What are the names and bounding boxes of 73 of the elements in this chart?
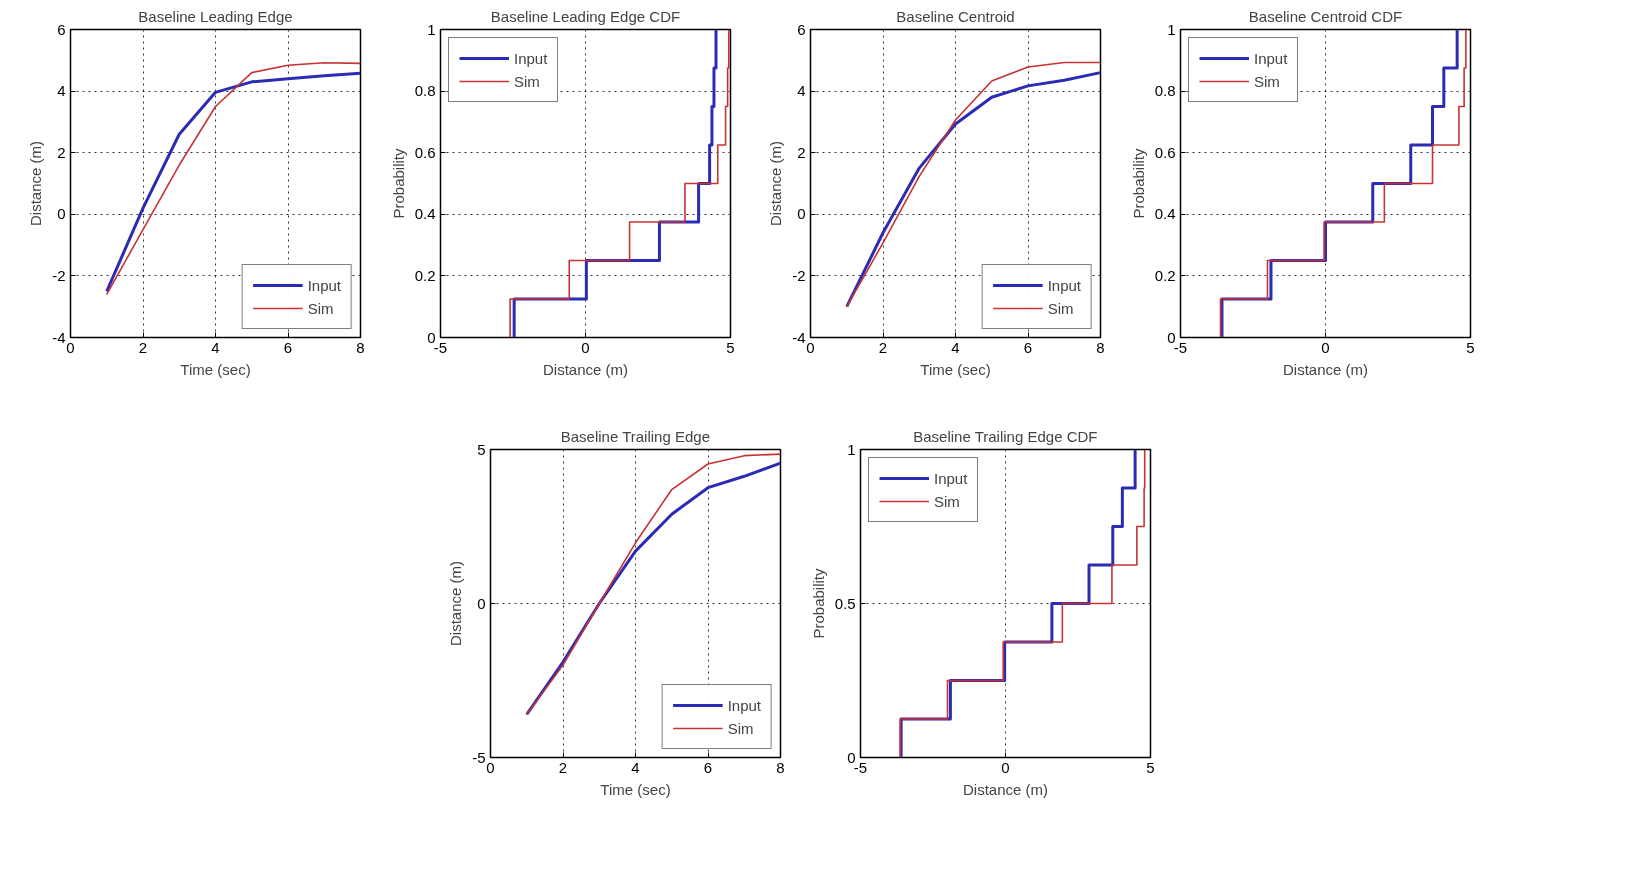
y-tick-label: 1 — [1167, 20, 1176, 38]
y-tick-label: 0.2 — [414, 266, 436, 284]
x-axis-title: Distance (m) — [542, 360, 629, 378]
y-axis-title: Distance (m) — [27, 140, 45, 227]
y-tick-label: 0.6 — [1154, 143, 1176, 161]
x-tick-label: 2 — [558, 758, 568, 776]
chart-title: Baseline Centroid CDF — [1248, 7, 1403, 25]
y-tick-label: 5 — [477, 440, 486, 458]
chart-title: Baseline Trailing Edge CDF — [913, 427, 1098, 445]
y-axis-title: Probability — [809, 567, 827, 639]
legend-label: Input — [934, 469, 968, 487]
x-axis-title: Distance (m) — [1282, 360, 1369, 378]
legend-label: Sim — [934, 492, 960, 510]
x-tick-label: 6 — [283, 338, 293, 356]
y-tick-label: 0 — [797, 205, 806, 223]
x-tick-label: 2 — [138, 338, 148, 356]
y-tick-label: 0.8 — [1154, 82, 1176, 100]
y-tick-label: 0.4 — [1154, 205, 1176, 223]
x-tick-label: 8 — [1096, 338, 1105, 356]
legend-label: Input — [1047, 276, 1081, 294]
x-tick-label: 0 — [1321, 338, 1330, 356]
y-tick-label: 0 — [477, 594, 486, 612]
legend-label: Sim — [727, 719, 754, 737]
legend-label: Sim — [1254, 72, 1280, 90]
y-tick-label: 0.4 — [414, 205, 436, 223]
chart-title: Baseline Centroid — [896, 7, 1015, 25]
x-tick-label: 0 — [581, 338, 590, 356]
y-tick-label: 0.5 — [834, 594, 856, 612]
y-tick-label: 0.2 — [1154, 266, 1176, 284]
y-tick-label: -4 — [52, 328, 66, 346]
x-tick-label: 4 — [631, 758, 640, 776]
x-tick-label: 6 — [1023, 338, 1033, 356]
x-tick-label: 6 — [703, 758, 713, 776]
y-axis-title: Probability — [389, 147, 407, 219]
legend-label: Sim — [307, 299, 334, 317]
legend-label: Input — [1254, 49, 1288, 67]
legend-label: Input — [307, 276, 341, 294]
x-axis-title: Time (sec) — [180, 360, 251, 378]
y-tick-label: 0.6 — [414, 143, 436, 161]
x-tick-label: 8 — [776, 758, 785, 776]
y-tick-label: 6 — [797, 20, 806, 38]
x-axis-title: Distance (m) — [962, 780, 1049, 798]
chart-title: Baseline Trailing Edge — [560, 427, 710, 445]
y-tick-label: 4 — [797, 82, 806, 100]
x-axis-title: Time (sec) — [920, 360, 991, 378]
y-tick-label: -2 — [792, 266, 806, 284]
y-tick-label: 4 — [57, 82, 66, 100]
y-axis-title: Distance (m) — [447, 560, 465, 647]
legend-label: Sim — [514, 72, 540, 90]
x-tick-label: 4 — [951, 338, 960, 356]
x-tick-label: 4 — [211, 338, 220, 356]
y-tick-label: 1 — [427, 20, 436, 38]
chart-title: Baseline Leading Edge CDF — [490, 7, 681, 25]
y-tick-label: -4 — [792, 328, 806, 346]
x-tick-label: 8 — [356, 338, 365, 356]
legend-label: Input — [514, 49, 548, 67]
legend-label: Input — [727, 696, 761, 714]
x-axis-title: Time (sec) — [600, 780, 671, 798]
y-tick-label: -2 — [52, 266, 66, 284]
y-axis-title: Probability — [1129, 147, 1147, 219]
x-tick-label: 5 — [726, 338, 735, 356]
y-tick-label: 6 — [57, 20, 66, 38]
y-tick-label: 2 — [57, 143, 66, 161]
y-axis-title: Distance (m) — [767, 140, 785, 227]
x-tick-label: 2 — [878, 338, 888, 356]
x-tick-label: 0 — [1001, 758, 1010, 776]
y-tick-label: 0 — [57, 205, 66, 223]
y-tick-label: 0.8 — [414, 82, 436, 100]
y-tick-label: 2 — [797, 143, 806, 161]
y-tick-label: 1 — [847, 440, 856, 458]
x-tick-label: 5 — [1466, 338, 1475, 356]
legend-label: Sim — [1047, 299, 1074, 317]
chart-title: Baseline Leading Edge — [138, 7, 293, 25]
